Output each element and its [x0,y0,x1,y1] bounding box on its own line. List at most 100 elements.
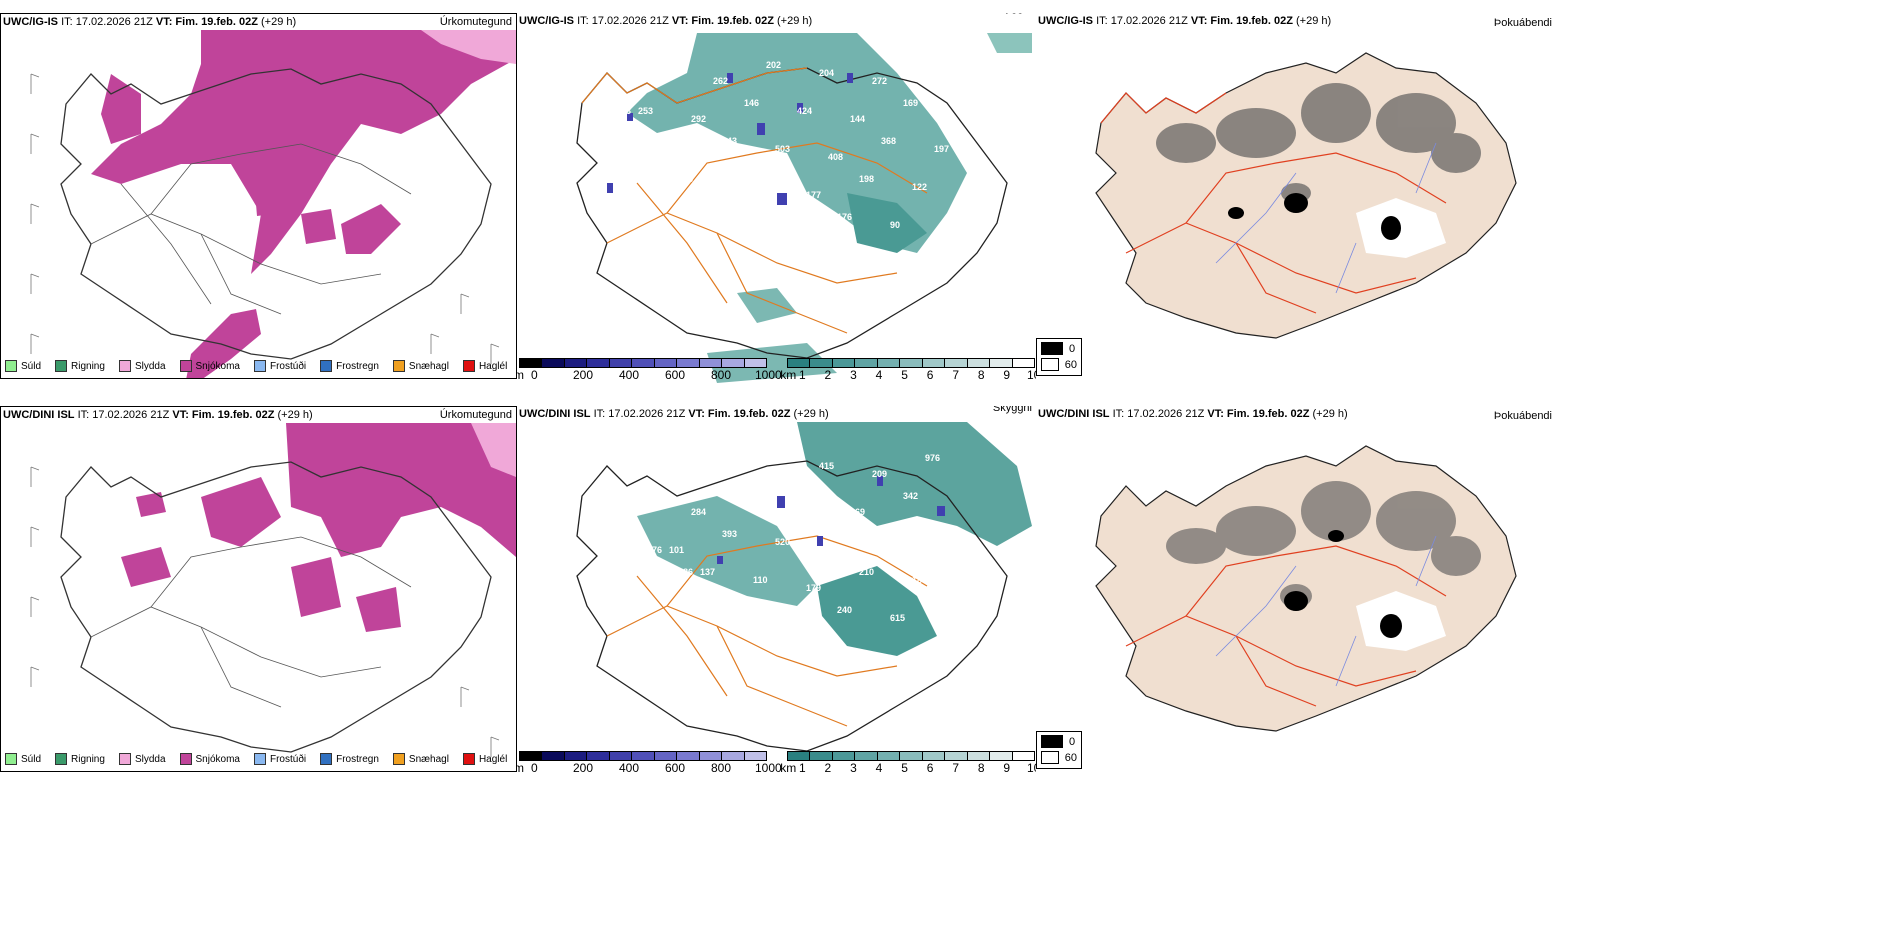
roads [1125,545,1447,707]
ceiling-label: 275 [700,174,715,184]
colorbar-segment [632,359,655,367]
ceiling-label: 615 [890,613,905,623]
legend-item: Snæhagl [392,753,449,765]
colorbar-tick: 7 [952,761,960,775]
lead-time: (+29 h) [793,408,829,420]
iceland-outline [576,460,1008,752]
ceiling-cells [717,476,945,564]
ceiling-label: 476 [647,545,662,555]
ceiling-label: 432 [753,182,768,192]
sleet-area [471,423,516,477]
colorbar-tick: 9 [1003,368,1011,382]
colorbar-segment [945,752,968,760]
legend-item: Frostúði [253,360,306,372]
panel-type-label: Þokuábendi [1493,17,1552,29]
init-time: 17.02.2026 21Z [1127,408,1208,420]
panel-type-label: Skyggni [993,13,1032,14]
colorbar-segment [967,359,991,367]
init-label: IT: [593,408,609,420]
init-time: 17.02.2026 21Z [608,408,689,420]
colorbar-tick: 1 [798,761,806,775]
init-time: 17.02.2026 21Z [591,15,672,27]
legend-label: Frostúði [269,753,307,765]
snow-area [286,423,516,557]
colorbar-segment [855,359,878,367]
fog-shading [1156,83,1481,203]
ceiling-label: 65 [943,228,953,238]
colorbar-segment [699,752,723,760]
legend-item: Haglél [462,753,507,765]
ceiling-label: 179 [806,583,821,593]
precip-type-map-top [30,30,516,378]
ceiling-label: 188 [912,575,927,585]
panel-type-label: Skyggni [992,406,1032,414]
fog-legend-min: 0 [1069,735,1076,748]
ceiling-label: 133 [678,174,693,184]
ceiling-label: 202 [766,60,781,70]
legend-swatch [320,360,333,372]
ceiling-labels-bottom: 326 418 961 183 415 209 976 261 284 885 478 169 342 1… [607,453,958,631]
legend-swatch [392,753,405,765]
legend-swatch [253,753,266,765]
ceiling-label: 243 [722,136,737,146]
colorbar-segment [990,359,1013,367]
panel-type-label: Úrkomutegund [439,16,512,28]
low-visibility-area [637,496,817,606]
colorbar-tick: 200 [572,761,594,775]
fog-panel-top: UWC/IG-IS IT: 17.02.2026 21Z VT: Fim. 19… [1036,13,1556,383]
valid-label: VT: [172,409,192,421]
ceiling-label: 146 [744,98,759,108]
rivers [1215,142,1437,294]
dense-fog [1228,193,1401,240]
ceiling-label: 198 [859,174,874,184]
ceiling-label: 272 [872,76,887,86]
visibility-panel-top: UWC/IG-IS IT: 17.02.2026 21Z VT: Fim. 19… [517,13,1036,383]
legend-label: Frostregn [336,753,379,765]
colorbar-segment [677,752,700,760]
lead-time: (+29 h) [261,16,297,28]
legend-item: Frostregn [320,360,379,372]
snow-area [186,309,261,378]
ceiling-label: 183 [616,106,631,116]
ceiling-label: 204 [819,68,834,78]
colorbar-tick: 0 [530,368,538,382]
legend-item: Haglél [462,360,507,372]
legend-item: Snjókoma [179,753,240,765]
snow-area [291,557,341,617]
legend-label: Snæhagl [408,360,449,372]
colorbar-tick: 8 [977,368,985,382]
valid-label: VT: [155,16,176,28]
roads [581,67,928,334]
init-time: 17.02.2026 21Z [92,409,173,421]
roads [90,143,412,315]
valid-label: VT: [688,408,708,420]
ceiling-label: 137 [700,567,715,577]
snow-area [301,209,336,244]
model-name: UWC/IG-IS [1038,15,1093,27]
ceiling-label: 240 [837,605,852,615]
colorbar-segment [1012,359,1034,367]
valid-time: Fim. 19.feb. 02Z [175,16,258,28]
legend-swatch [5,753,17,765]
init-label: IT: [77,409,93,421]
colorbar-segment [677,359,700,367]
colorbar-segment [855,752,878,760]
legend-item: Súld [5,360,41,372]
colorbar-tick: 8 [977,761,985,775]
colorbar-segment [877,359,901,367]
height-unit: m [517,761,524,775]
legend-swatch [392,360,405,372]
colorbar-tick: 2 [824,368,832,382]
ceiling-label: 520 [775,537,790,547]
fog-legend-max: 60 [1064,358,1077,371]
colorbar-segment [520,359,543,367]
init-time: 17.02.2026 21Z [1110,15,1191,27]
ceiling-labels-top: 321 193 262 202 204 272 504 253 292 146 424 144 169 1… [607,60,953,238]
ceiling-label: 122 [912,182,927,192]
valid-time: Fim. 19.feb. 02Z [707,408,791,420]
low-visibility-area [707,343,837,383]
ceiling-label: 961 [713,469,728,479]
colorbar-tick: 5 [901,368,908,382]
fog-legend-top: 0 60 [1036,338,1082,376]
low-visibility-area [737,288,797,323]
